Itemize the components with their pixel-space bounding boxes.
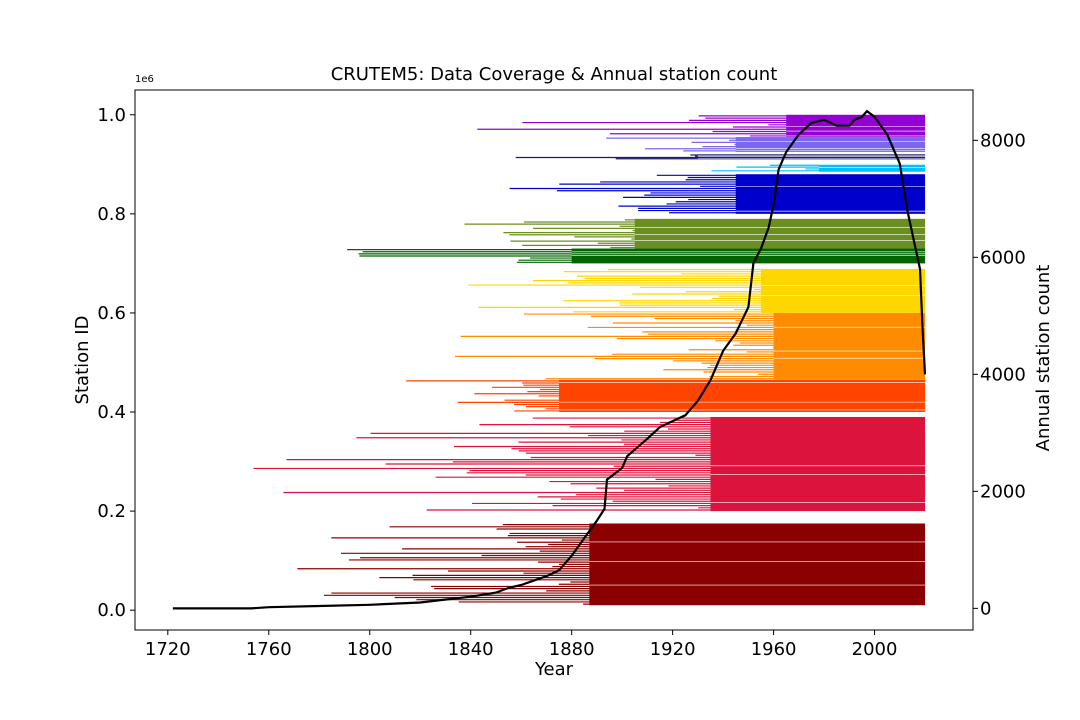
y2-tick-label: 4000: [980, 364, 1026, 385]
y-axis-offset-label: 1e6: [135, 74, 154, 85]
x-tick-label: 1720: [145, 639, 191, 660]
x-tick-label: 2000: [852, 639, 898, 660]
x-tick-label: 1880: [549, 639, 595, 660]
coverage-bands: [253, 114, 926, 606]
coverage-band: [455, 312, 926, 380]
y2-tick-label: 8000: [980, 130, 1026, 151]
coverage-band: [406, 379, 926, 413]
coverage-band: [253, 416, 926, 512]
x-axis-ticks: 1720 1760 1800 1840 1880 1920 1960 2000: [145, 630, 898, 660]
y2-tick-label: 6000: [980, 247, 1026, 268]
y2-tick-label: 0: [980, 598, 991, 619]
coverage-band: [515, 154, 926, 160]
coverage-band: [347, 248, 926, 264]
station-count-series: [172, 109, 927, 610]
annual-station-count-line: [172, 109, 927, 610]
coverage-band: [606, 137, 926, 152]
coverage-band-block: [634, 218, 926, 249]
coverage-band: [464, 218, 926, 249]
x-tick-label: 1960: [751, 639, 797, 660]
y-tick-label: 0.0: [97, 600, 126, 621]
coverage-band-block: [760, 268, 926, 313]
y2-axis-ticks: 0 2000 4000 6000 8000: [973, 130, 1026, 619]
y-axis-ticks: 0.0 0.2 0.4 0.6 0.8 1.0: [97, 105, 135, 621]
y2-axis-label: Annual station count: [1033, 265, 1054, 452]
coverage-band-block: [735, 174, 926, 214]
y2-tick-label: 2000: [980, 481, 1026, 502]
coverage-band: [468, 268, 926, 313]
coverage-band-block: [697, 154, 926, 160]
coverage-band-block: [819, 164, 926, 172]
y-axis-label: Station ID: [72, 316, 93, 405]
y-tick-label: 0.6: [97, 303, 126, 324]
coverage-band: [509, 174, 926, 214]
plot-frame: [134, 89, 974, 631]
y-tick-label: 0.8: [97, 204, 126, 225]
x-tick-label: 1920: [650, 639, 696, 660]
coverage-band: [711, 164, 926, 172]
x-tick-label: 1760: [246, 639, 292, 660]
y-tick-label: 0.4: [97, 402, 126, 423]
coverage-band-block: [773, 312, 926, 380]
x-axis-label: Year: [534, 659, 574, 680]
x-tick-label: 1840: [448, 639, 494, 660]
y-tick-label: 0.2: [97, 501, 126, 522]
x-tick-label: 1800: [347, 639, 393, 660]
chart-title: CRUTEM5: Data Coverage & Annual station …: [331, 64, 778, 85]
coverage-band: [297, 523, 926, 606]
y-tick-label: 1.0: [97, 105, 126, 126]
